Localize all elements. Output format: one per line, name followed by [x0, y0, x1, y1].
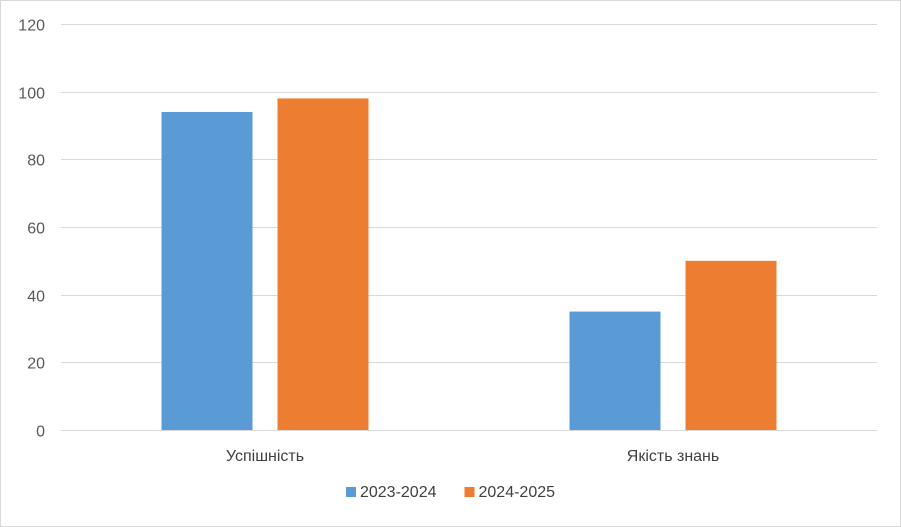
legend-item-2023-2024: 2023-2024	[345, 484, 437, 501]
y-tick-label: 0	[36, 424, 45, 441]
bar-2024-2025-Якість знань	[685, 260, 777, 430]
x-category-label: Якість знань	[627, 448, 719, 465]
legend-swatch	[464, 487, 475, 497]
legend-swatch	[345, 487, 356, 497]
legend-label: 2023-2024	[360, 484, 437, 501]
y-tick-label: 100	[18, 86, 45, 103]
bar-2023-2024-Успішність	[161, 111, 253, 430]
bar-2023-2024-Якість знань	[569, 311, 661, 430]
legend-label: 2024-2025	[479, 484, 556, 501]
y-tick-label: 80	[27, 153, 45, 170]
y-axis-ticks: 0 20 40 60 80 100 120	[18, 18, 45, 441]
bars	[161, 98, 777, 430]
y-tick-label: 40	[27, 289, 45, 306]
bar-2024-2025-Успішність	[277, 98, 369, 430]
y-tick-label: 20	[27, 356, 45, 373]
x-axis-categories: Успішність Якість знань	[226, 448, 719, 465]
legend: 2023-2024 2024-2025	[345, 484, 556, 501]
y-tick-label: 120	[18, 18, 45, 35]
x-category-label: Успішність	[226, 448, 304, 465]
y-tick-label: 60	[27, 221, 45, 238]
legend-item-2024-2025: 2024-2025	[464, 484, 556, 501]
